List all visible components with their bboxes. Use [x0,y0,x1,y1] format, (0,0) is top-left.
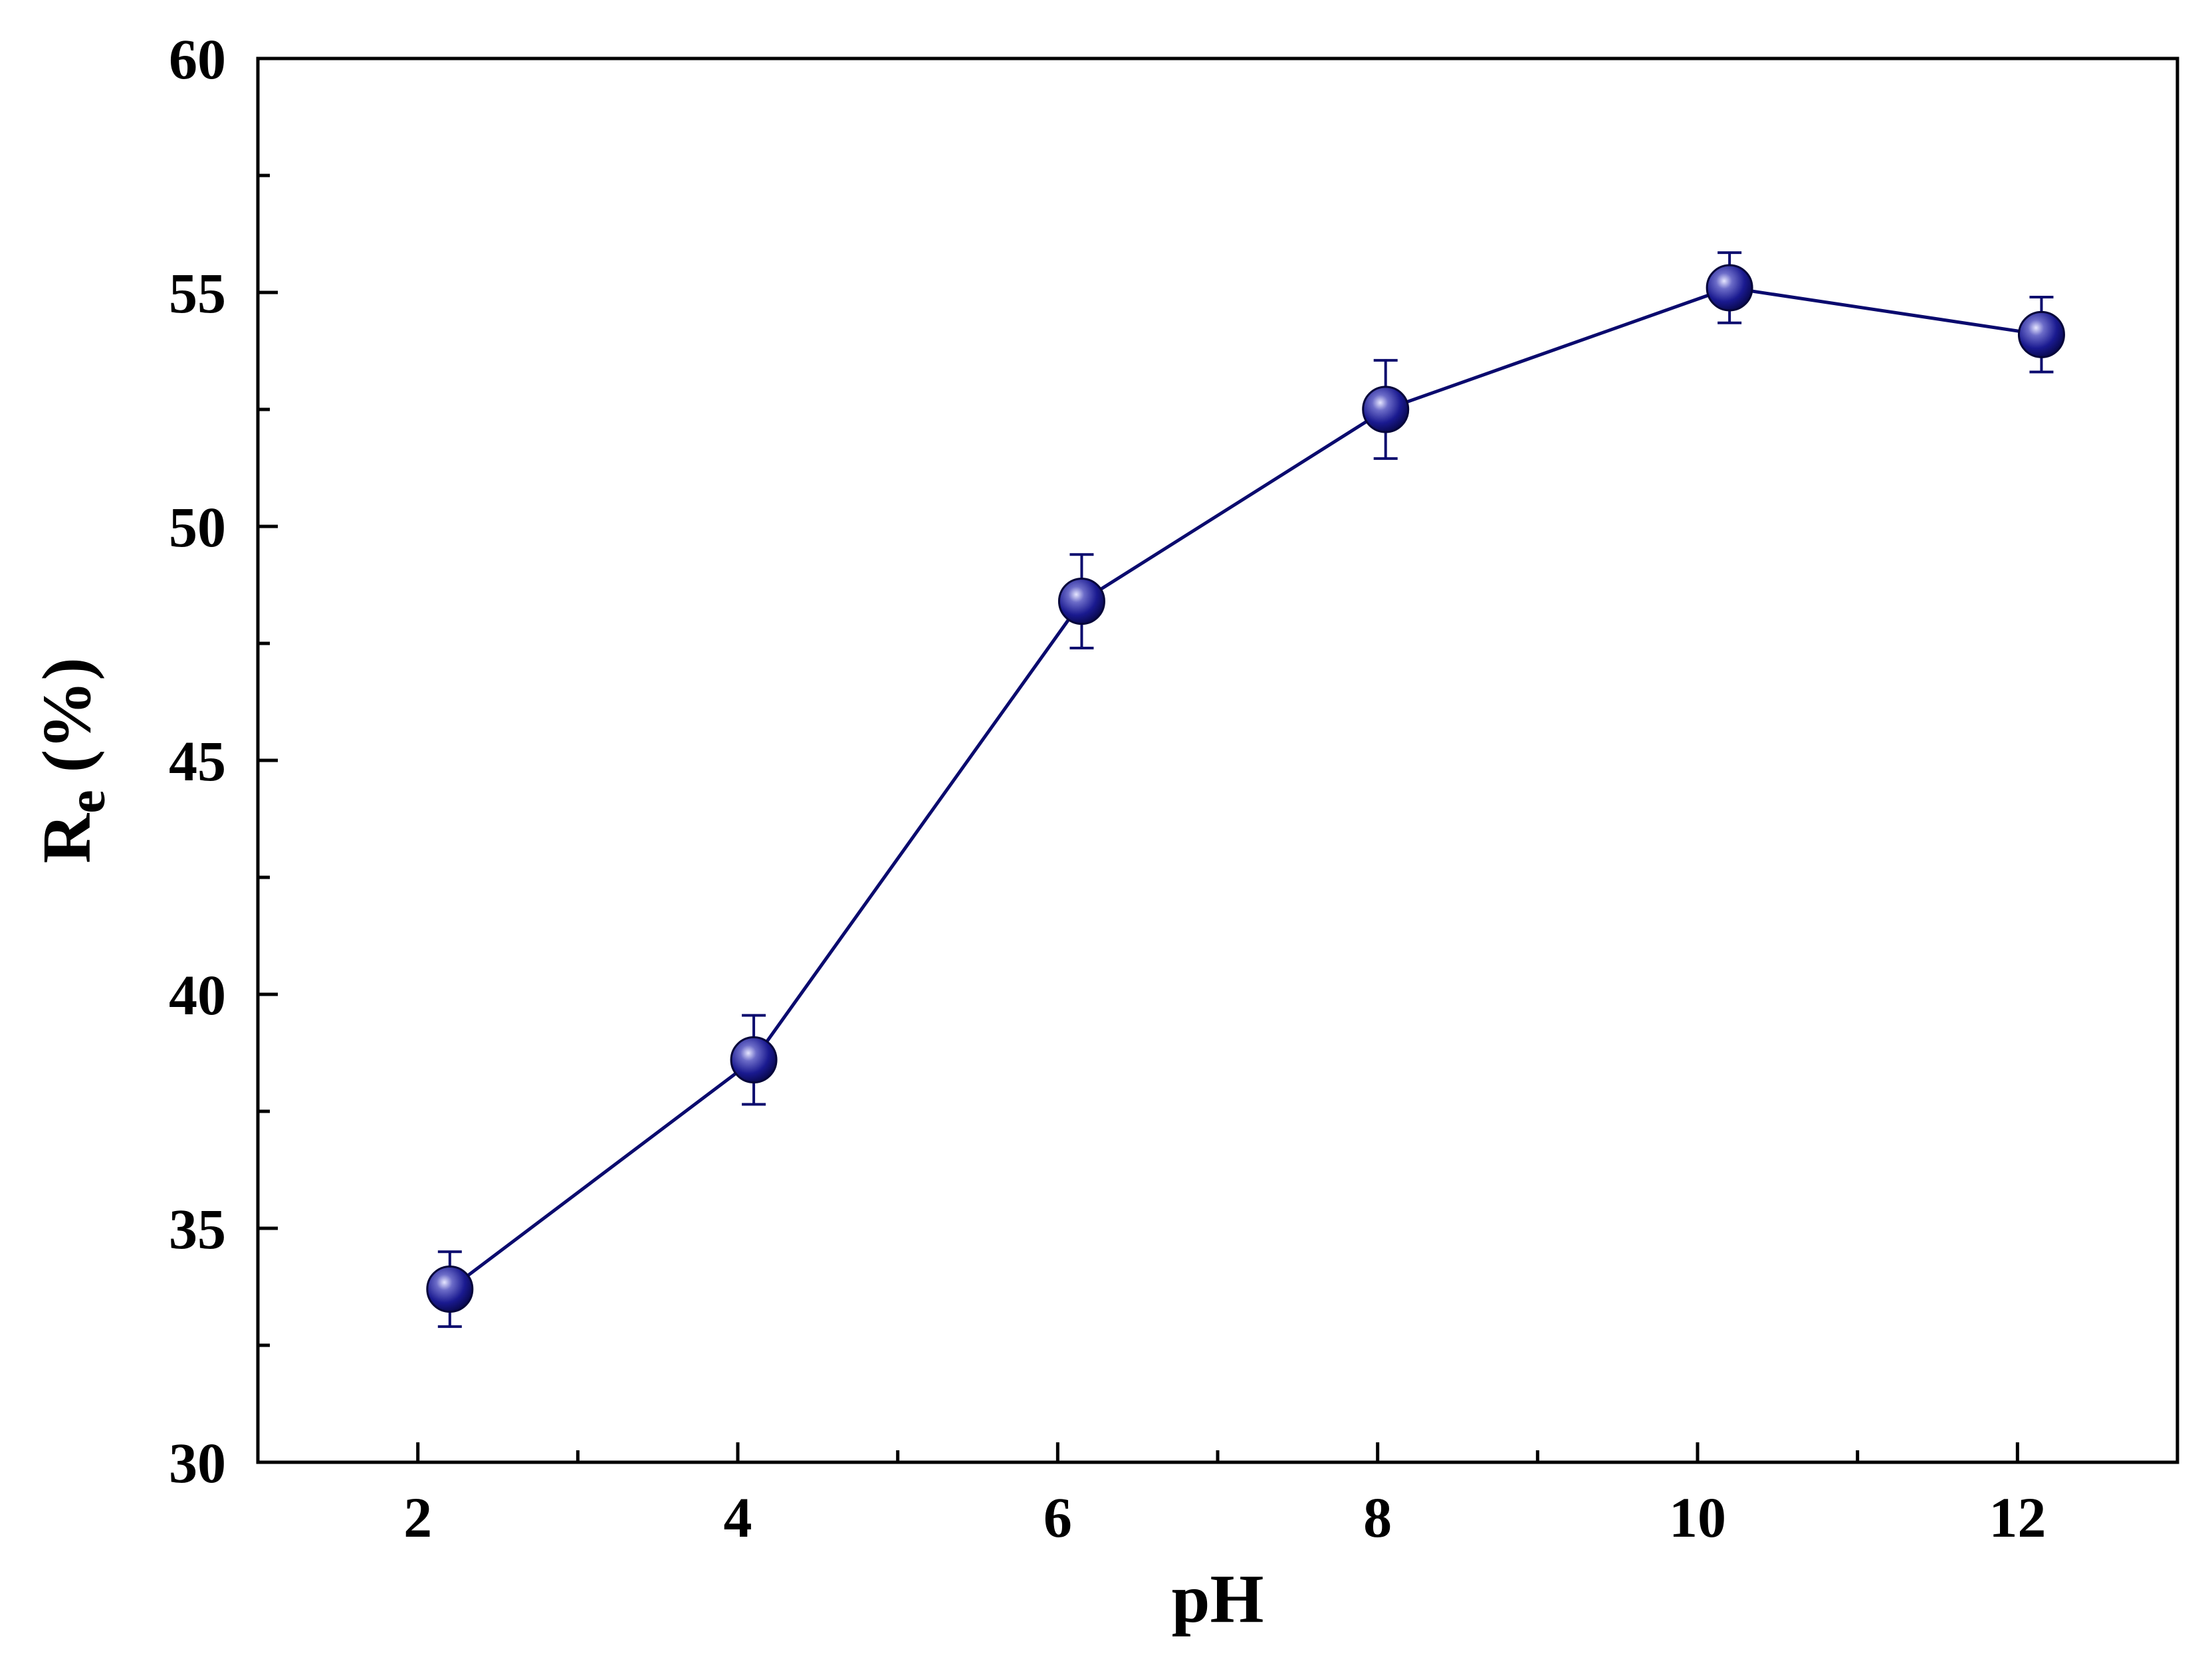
x-tick-label: 8 [1363,1486,1392,1549]
x-tick-label: 4 [724,1486,752,1549]
data-point [2017,310,2065,358]
data-point [1362,386,1410,433]
y-axis-label-rest: (%) [29,657,105,790]
data-point [1057,578,1105,625]
data-point [730,1036,778,1084]
plot-frame [256,56,2179,1464]
y-tick-label: 45 [169,729,226,793]
x-tick-label: 2 [403,1486,432,1549]
x-tick-label: 6 [1044,1486,1072,1549]
y-axis-label-main: R [29,812,105,863]
y-axis-label-subscript: e [58,790,116,814]
series [426,251,2065,1328]
y-axis-label: Re (%) [29,657,116,863]
y-tick-label: 40 [169,963,226,1027]
tick-labels: 2 4 6 8 10 12 30 35 40 45 50 55 60 [169,27,2046,1549]
minor-ticks [258,173,1860,1462]
series-line [449,286,2042,1291]
data-point [1706,264,1753,312]
y-tick-label: 60 [169,27,226,91]
major-ticks [258,56,2019,1464]
y-tick-label: 50 [169,495,226,559]
y-tick-label: 30 [169,1431,226,1495]
y-tick-label: 35 [169,1197,226,1261]
x-tick-label: 10 [1669,1486,1726,1549]
x-tick-label: 12 [1989,1486,2046,1549]
x-axis-label: pH [1172,1561,1264,1637]
y-tick-label: 55 [169,261,226,325]
data-point [426,1266,474,1313]
